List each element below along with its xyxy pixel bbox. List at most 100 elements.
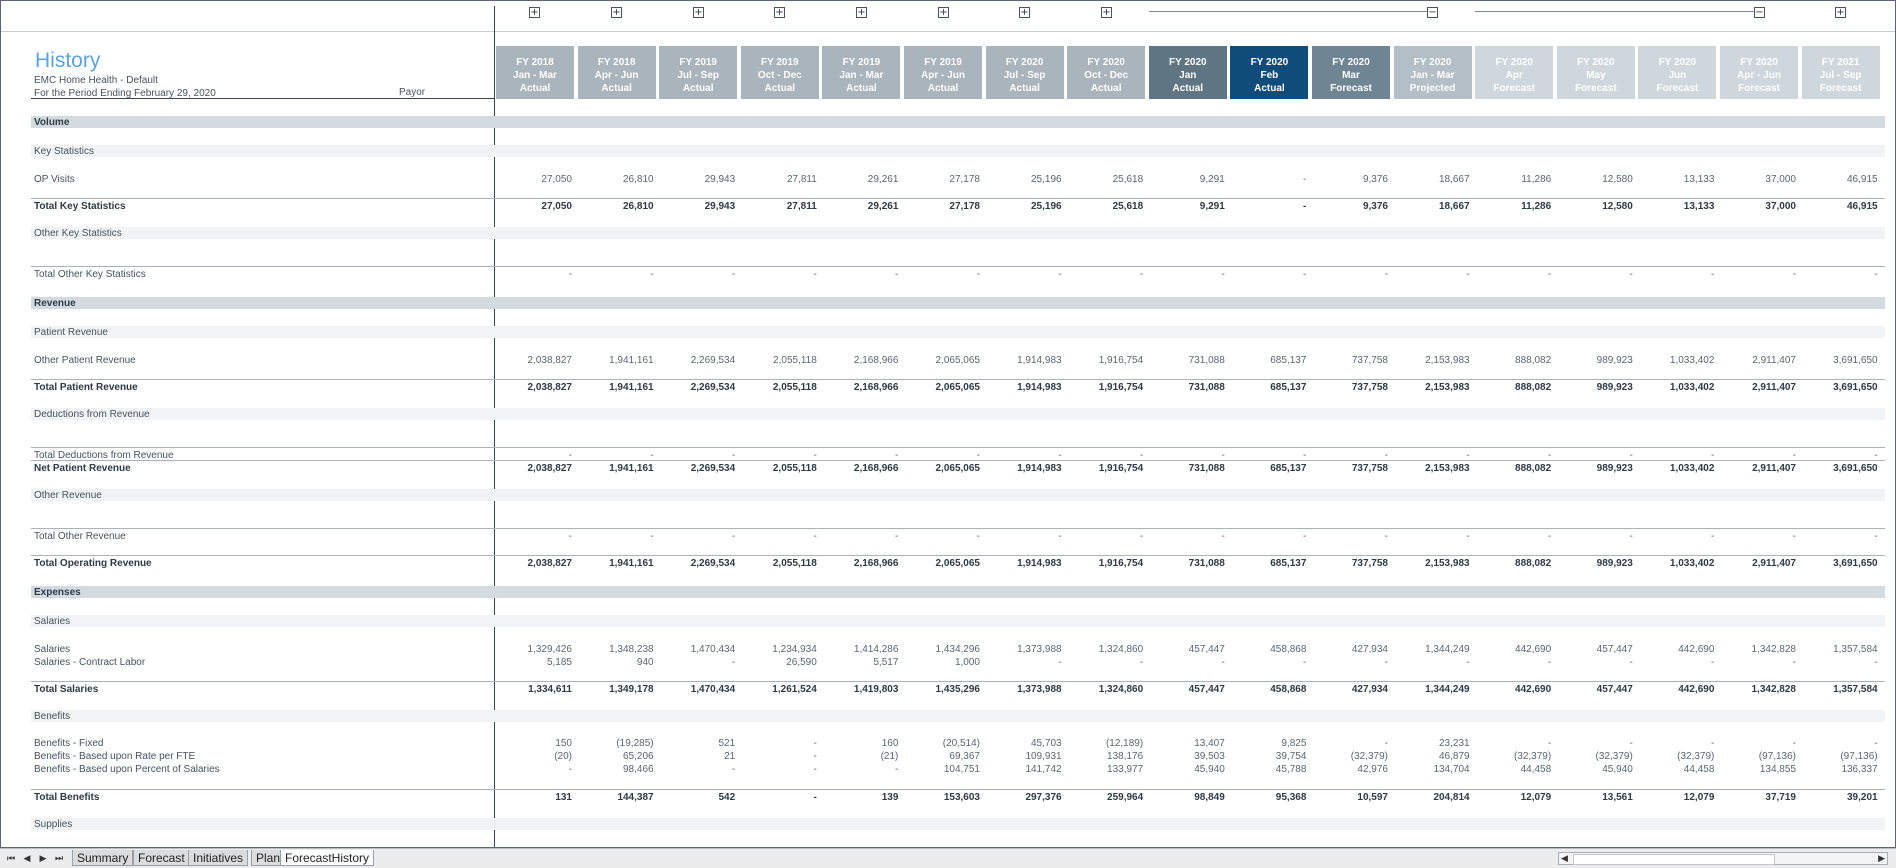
data-cell[interactable]: 427,934 [1351, 644, 1388, 655]
data-cell[interactable]: 11,286 [1521, 201, 1552, 212]
expand-group-icon[interactable]: + [693, 7, 704, 18]
row-label[interactable]: Total Deductions from Revenue [34, 450, 174, 461]
row-label[interactable]: Benefits [34, 711, 71, 722]
data-cell[interactable]: 1,941,161 [609, 463, 654, 474]
data-cell[interactable]: 27,811 [786, 174, 817, 185]
data-cell[interactable]: 9,291 [1199, 174, 1225, 185]
data-cell[interactable]: 457,447 [1596, 644, 1633, 655]
data-cell[interactable]: 69,367 [949, 751, 980, 762]
data-cell[interactable]: 1,324,860 [1098, 684, 1144, 695]
data-cell[interactable]: - [1384, 269, 1388, 280]
data-cell[interactable]: 1,324,860 [1098, 644, 1144, 655]
data-cell[interactable]: 2,055,118 [772, 382, 817, 393]
data-cell[interactable]: - [1792, 531, 1796, 542]
data-cell[interactable]: 12,580 [1602, 174, 1633, 185]
data-cell[interactable]: 2,038,827 [527, 558, 573, 569]
column-header[interactable]: FY 2020 Jan - Mar Projected [1393, 46, 1472, 99]
data-cell[interactable]: 27,050 [541, 201, 572, 212]
data-cell[interactable]: 9,376 [1362, 201, 1388, 212]
data-cell[interactable]: - [895, 531, 899, 542]
data-cell[interactable]: - [813, 269, 817, 280]
data-cell[interactable]: - [1139, 450, 1144, 461]
data-cell[interactable]: 98,466 [623, 764, 654, 775]
column-header[interactable]: FY 2020 Jun Forecast [1638, 46, 1717, 99]
data-cell[interactable]: 2,055,118 [772, 558, 817, 569]
data-cell[interactable]: 1,357,584 [1833, 644, 1878, 655]
data-cell[interactable]: 1,916,754 [1098, 355, 1144, 366]
row-label[interactable]: Salaries [34, 644, 71, 655]
data-cell[interactable]: - [813, 450, 817, 461]
data-cell[interactable]: 1,033,402 [1669, 355, 1715, 366]
data-cell[interactable]: 25,196 [1031, 201, 1062, 212]
data-cell[interactable]: 2,168,966 [853, 558, 899, 569]
data-cell[interactable]: 442,690 [1678, 644, 1715, 655]
data-cell[interactable]: 18,667 [1439, 201, 1470, 212]
data-cell[interactable]: 2,911,407 [1752, 463, 1796, 474]
data-cell[interactable]: 989,923 [1596, 355, 1633, 366]
data-cell[interactable]: 29,943 [704, 174, 736, 185]
data-cell[interactable]: 3,691,650 [1833, 463, 1878, 474]
data-cell[interactable]: 133,977 [1107, 764, 1144, 775]
data-cell[interactable]: 25,618 [1112, 174, 1144, 185]
row-label[interactable]: Net Patient Revenue [34, 463, 131, 474]
data-cell[interactable]: - [568, 531, 572, 542]
data-cell[interactable]: 2,911,407 [1752, 558, 1796, 569]
row-label[interactable]: Salaries - Contract Labor [34, 657, 146, 668]
data-cell[interactable]: - [895, 764, 899, 775]
data-cell[interactable]: (21) [880, 751, 899, 762]
data-cell[interactable]: 204,814 [1433, 792, 1470, 803]
data-cell[interactable]: 737,758 [1351, 382, 1388, 393]
sheet-tab-forecasthistory[interactable]: ForecastHistory [280, 850, 375, 866]
data-cell[interactable]: - [1629, 450, 1633, 461]
data-cell[interactable]: 18,667 [1439, 174, 1470, 185]
data-cell[interactable]: 153,603 [943, 792, 980, 803]
row-label[interactable]: Expenses [34, 587, 81, 598]
data-cell[interactable]: 26,810 [623, 174, 654, 185]
data-cell[interactable]: 685,137 [1270, 558, 1307, 569]
data-cell[interactable]: - [1058, 450, 1062, 461]
next-sheet-icon[interactable]: ▶ [39, 853, 47, 863]
data-cell[interactable]: 12,580 [1602, 201, 1633, 212]
data-cell[interactable]: (32,379) [1677, 751, 1715, 762]
data-cell[interactable]: - [1139, 657, 1144, 668]
row-label[interactable]: Key Statistics [34, 146, 95, 157]
data-cell[interactable]: (32,379) [1595, 751, 1633, 762]
data-cell[interactable]: - [1874, 269, 1878, 280]
column-header[interactable]: FY 2019 Apr - Jun Actual [904, 46, 982, 99]
row-label[interactable]: Revenue [34, 298, 76, 309]
data-cell[interactable]: 25,618 [1112, 201, 1144, 212]
data-cell[interactable]: - [731, 269, 736, 280]
data-cell[interactable]: 940 [636, 657, 654, 668]
data-cell[interactable]: 2,153,983 [1425, 463, 1470, 474]
row-label[interactable]: Total Key Statistics [34, 201, 126, 212]
sheet-tab-forecast[interactable]: Forecast [133, 850, 190, 866]
data-cell[interactable]: 9,825 [1281, 738, 1307, 749]
data-cell[interactable]: - [568, 450, 572, 461]
data-cell[interactable]: - [1629, 531, 1633, 542]
data-cell[interactable]: 521 [718, 738, 736, 749]
data-cell[interactable]: 138,176 [1107, 751, 1144, 762]
data-cell[interactable]: - [1874, 738, 1878, 749]
data-cell[interactable]: 1,914,983 [1017, 382, 1062, 393]
data-cell[interactable]: - [813, 764, 817, 775]
data-cell[interactable]: 731,088 [1188, 355, 1225, 366]
expand-group-icon[interactable]: + [611, 7, 622, 18]
data-cell[interactable]: 134,704 [1433, 764, 1470, 775]
data-cell[interactable]: 1,329,426 [527, 644, 573, 655]
data-cell[interactable]: - [1629, 738, 1633, 749]
data-cell[interactable]: - [1303, 657, 1307, 668]
data-cell[interactable]: 44,458 [1520, 764, 1552, 775]
data-cell[interactable]: 542 [718, 792, 736, 803]
data-cell[interactable]: 1,941,161 [609, 355, 654, 366]
sheet-tab-initiatives[interactable]: Initiatives [188, 850, 249, 866]
data-cell[interactable]: - [1384, 450, 1388, 461]
data-cell[interactable]: 1,914,983 [1017, 463, 1062, 474]
data-cell[interactable]: 1,033,402 [1669, 558, 1715, 569]
data-cell[interactable]: 13,561 [1602, 792, 1633, 803]
data-cell[interactable]: 1,470,434 [690, 684, 736, 695]
data-cell[interactable]: (32,379) [1513, 751, 1552, 762]
data-cell[interactable]: - [895, 269, 899, 280]
data-cell[interactable]: 29,261 [867, 174, 899, 185]
data-cell[interactable]: - [1221, 269, 1225, 280]
data-cell[interactable]: 46,915 [1847, 201, 1878, 212]
